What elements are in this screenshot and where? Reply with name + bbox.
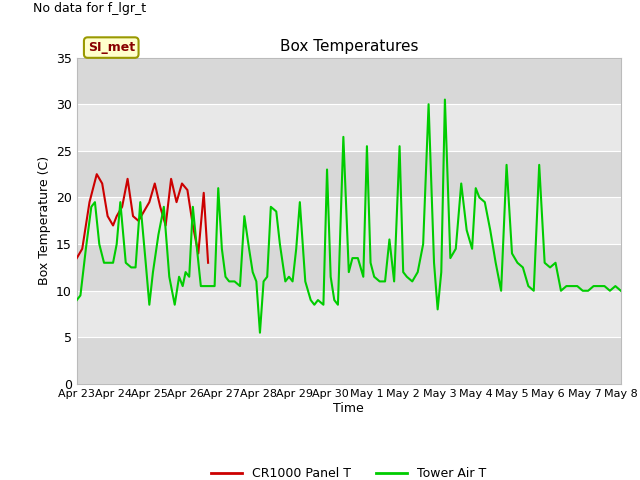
Bar [77,104,621,151]
Y-axis label: Box Temperature (C): Box Temperature (C) [38,156,51,286]
Title: Box Temperatures: Box Temperatures [280,39,418,54]
Text: No data for f_lgr_t: No data for f_lgr_t [33,2,147,15]
X-axis label: Time: Time [333,402,364,415]
Bar [77,337,621,384]
Bar [77,244,621,291]
Bar [77,58,621,104]
Legend: CR1000 Panel T, Tower Air T: CR1000 Panel T, Tower Air T [206,462,492,480]
Bar [77,197,621,244]
Text: SI_met: SI_met [88,41,135,54]
Bar [77,151,621,197]
Bar [77,291,621,337]
